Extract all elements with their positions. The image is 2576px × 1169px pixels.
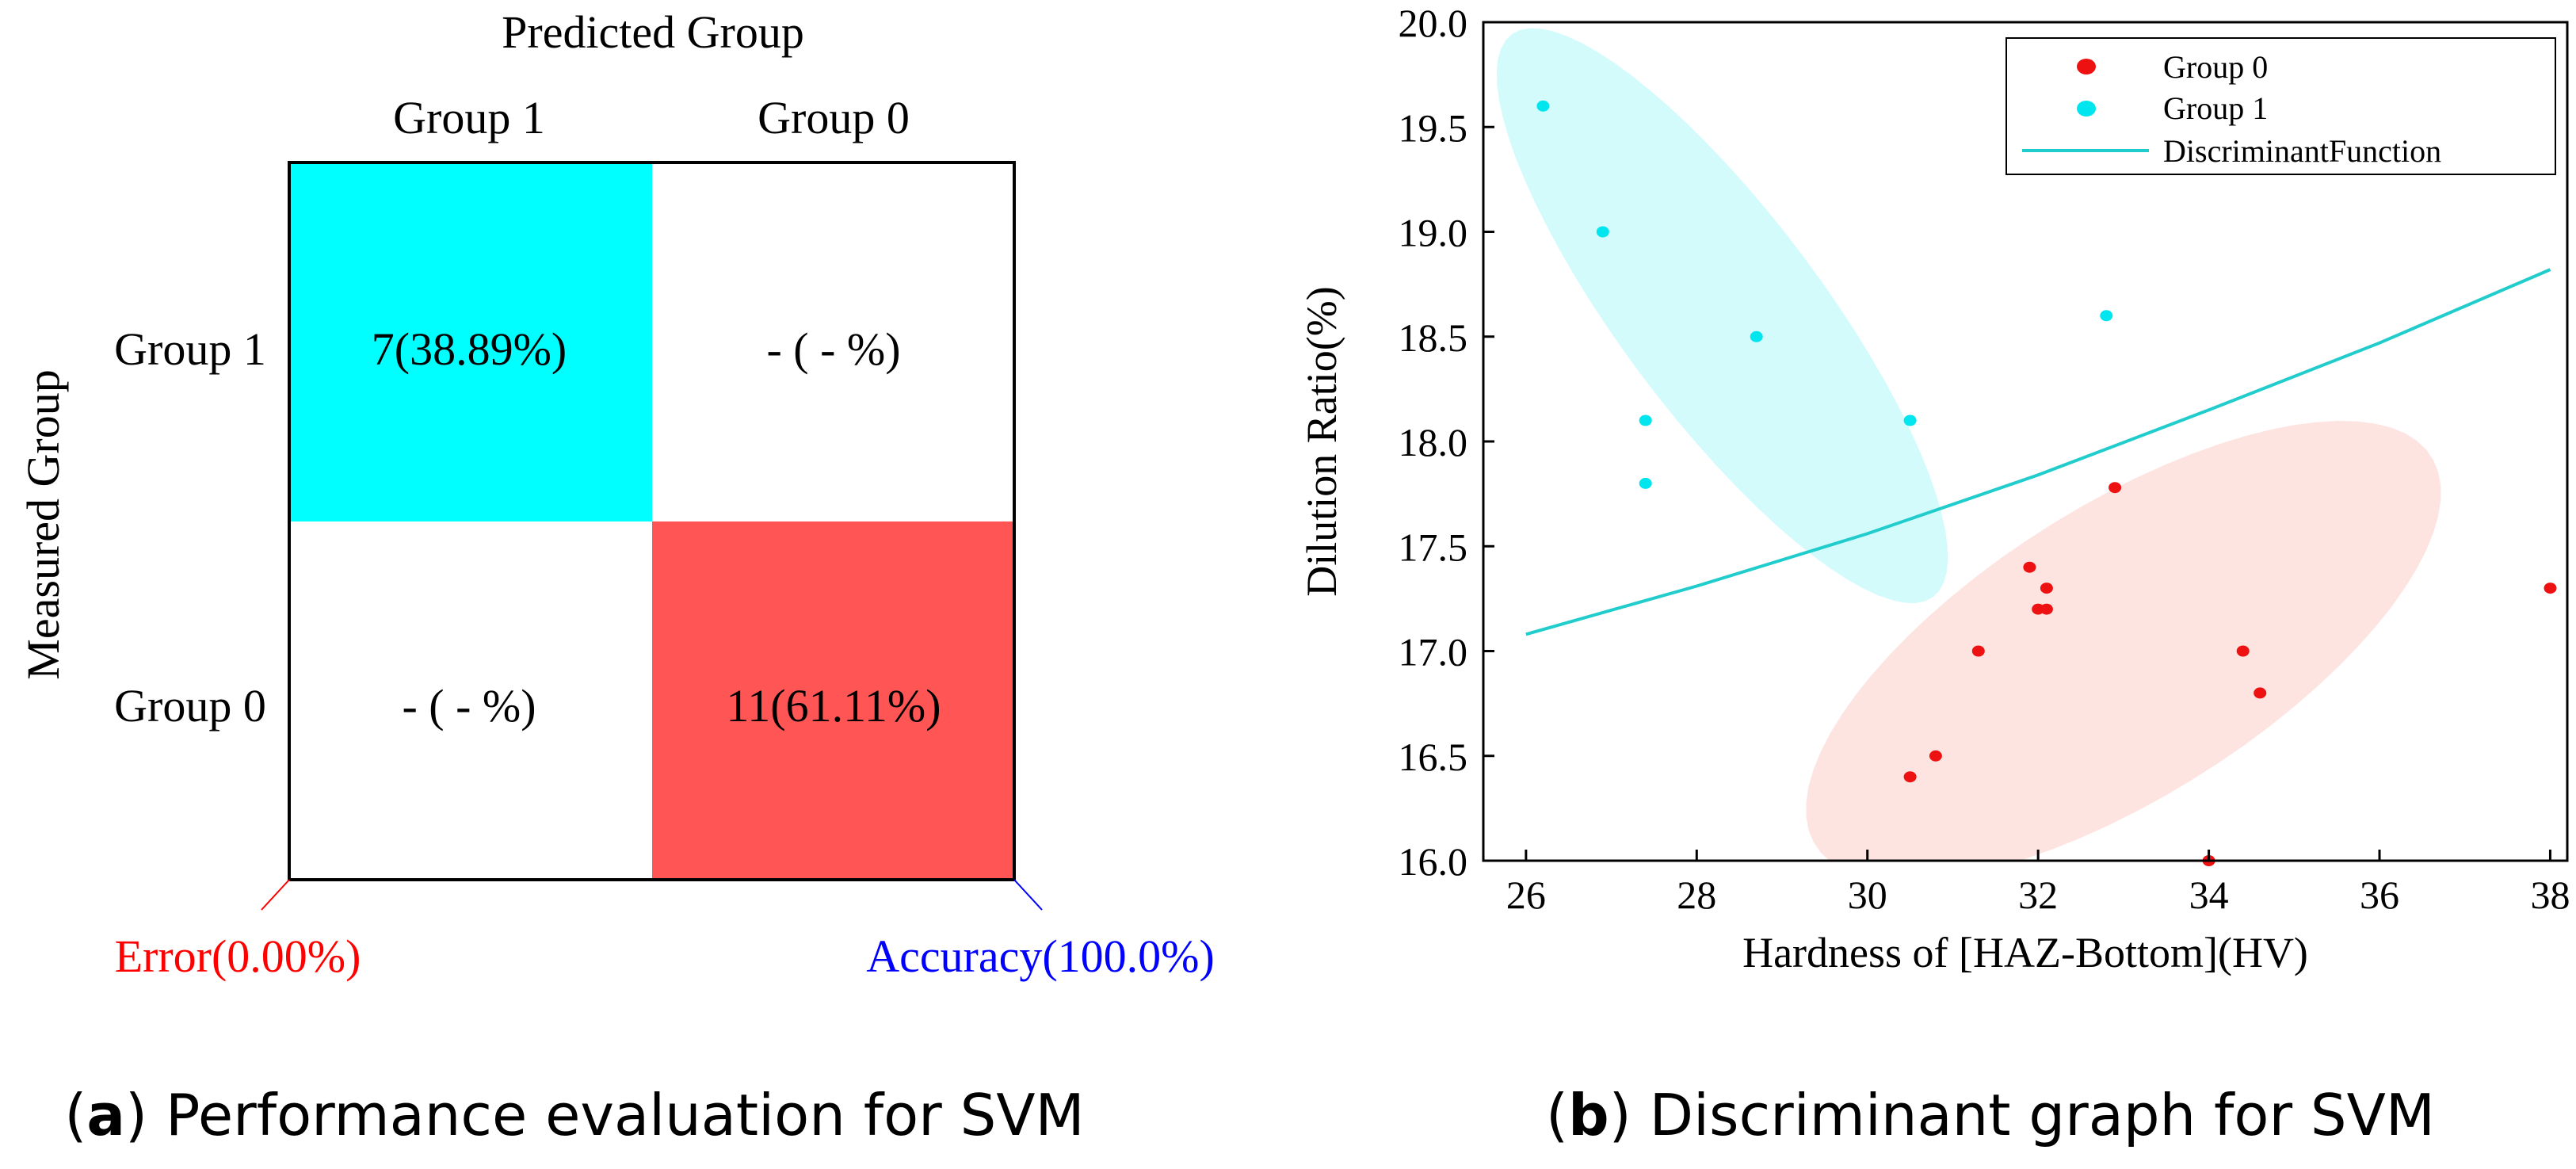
- ellipse-group0: [1806, 421, 2441, 861]
- point-group0: [1929, 750, 1942, 762]
- legend: Group 0 Group 1 DiscriminantFunction: [2005, 37, 2556, 175]
- predicted-group-label: Predicted Group: [502, 6, 804, 58]
- point-group1: [1596, 226, 1609, 238]
- y-tick-label: 20.0: [1399, 1, 1468, 45]
- measured-group-label: Measured Group: [17, 369, 69, 679]
- row-label-group-1: Group 1: [114, 323, 266, 375]
- cluster-ellipses: [1496, 28, 2441, 861]
- cell-text-group1-group1: 7(38.89%): [372, 323, 567, 375]
- legend-label-discriminant: DiscriminantFunction: [2163, 133, 2441, 169]
- caption-b-letter: b: [1568, 1082, 1609, 1148]
- y-tick-label: 19.0: [1399, 211, 1468, 255]
- point-group0: [2254, 687, 2267, 699]
- x-tick-label: 32: [2018, 873, 2058, 917]
- accuracy-label: Accuracy(100.0%): [866, 930, 1215, 982]
- point-group0: [2109, 482, 2122, 494]
- point-group0: [2544, 583, 2557, 594]
- point-group1: [2100, 310, 2113, 322]
- cell-text-group0-group1: - ( - %): [402, 680, 536, 732]
- y-tick-label: 16.0: [1399, 839, 1468, 884]
- discriminant-function-line: [1525, 268, 2551, 636]
- legend-marker-group1: [2077, 101, 2096, 117]
- cell-text-group0-group0: 11(61.11%): [726, 680, 941, 732]
- x-axis-label: Hardness of [HAZ-Bottom](HV): [1742, 929, 2308, 976]
- y-tick-label: 17.5: [1399, 525, 1468, 569]
- error-label: Error(0.00%): [115, 930, 361, 982]
- x-tick-label: 26: [1506, 873, 1546, 917]
- y-axis-ticks: 16.0 16.5 17.0 17.5 18.0 18.5 19.0 19.5 20.0: [1399, 1, 1494, 884]
- column-label-group-0: Group 0: [758, 92, 910, 143]
- discriminant-layer: [1525, 268, 2551, 636]
- cell-group0-group0: [652, 521, 1014, 880]
- caption-b-text: Discriminant graph for SVM: [1631, 1082, 2435, 1148]
- caption-a-text: Performance evaluation for SVM: [147, 1082, 1085, 1148]
- matrix-border: [288, 161, 1016, 881]
- panel-a-performance-evaluation: Predicted Group Group 1 Group 0 Measured…: [17, 6, 1215, 1148]
- point-group0: [1903, 771, 1917, 783]
- scatter-points: [1536, 100, 2557, 866]
- y-tick-label: 19.5: [1399, 105, 1468, 150]
- cell-group1-group1: [289, 162, 652, 521]
- point-group0: [2023, 561, 2036, 573]
- point-group0: [2236, 645, 2250, 657]
- x-tick-label: 36: [2360, 873, 2399, 917]
- caption-a-letter: a: [86, 1082, 125, 1148]
- x-tick-label: 38: [2530, 873, 2570, 917]
- point-group1: [1750, 330, 1763, 342]
- point-group1: [1903, 414, 1917, 426]
- y-tick-label: 16.5: [1399, 735, 1468, 779]
- error-leader-line: [261, 879, 290, 911]
- ellipse-group1: [1496, 28, 1948, 604]
- x-axis-ticks: 26 28 30 32 34 36 38: [1506, 850, 2570, 917]
- x-tick-label: 34: [2189, 873, 2229, 917]
- caption-b: (b) Discriminant graph for SVM: [1546, 1082, 2435, 1148]
- panel-b-discriminant-graph: 26 28 30 32 34 36 38 16.016.517.017.518.018.51…: [1298, 1, 2570, 1148]
- accuracy-leader-line: [1013, 879, 1043, 911]
- row-label-group-0: Group 0: [114, 680, 266, 732]
- legend-label-group1: Group 1: [2163, 90, 2268, 126]
- legend-marker-group0: [2077, 59, 2096, 74]
- column-label-group-1: Group 1: [393, 92, 545, 143]
- point-group1: [1536, 100, 1550, 112]
- cell-text-group1-group0: - ( - %): [766, 323, 900, 375]
- point-group1: [1639, 414, 1652, 426]
- point-group0: [2040, 583, 2053, 594]
- point-group0: [1971, 645, 1985, 657]
- x-tick-label: 28: [1677, 873, 1716, 917]
- legend-label-group0: Group 0: [2163, 49, 2268, 85]
- y-axis-label: Dilution Ratio(%): [1298, 286, 1345, 596]
- point-group0: [2040, 603, 2053, 615]
- caption-a: (a) Performance evaluation for SVM: [64, 1082, 1084, 1148]
- y-tick-label: 17.0: [1399, 630, 1468, 674]
- x-tick-label: 30: [1848, 873, 1887, 917]
- y-tick-label: 18.0: [1399, 420, 1468, 464]
- point-group1: [1639, 477, 1652, 489]
- y-tick-label: 18.5: [1399, 315, 1468, 360]
